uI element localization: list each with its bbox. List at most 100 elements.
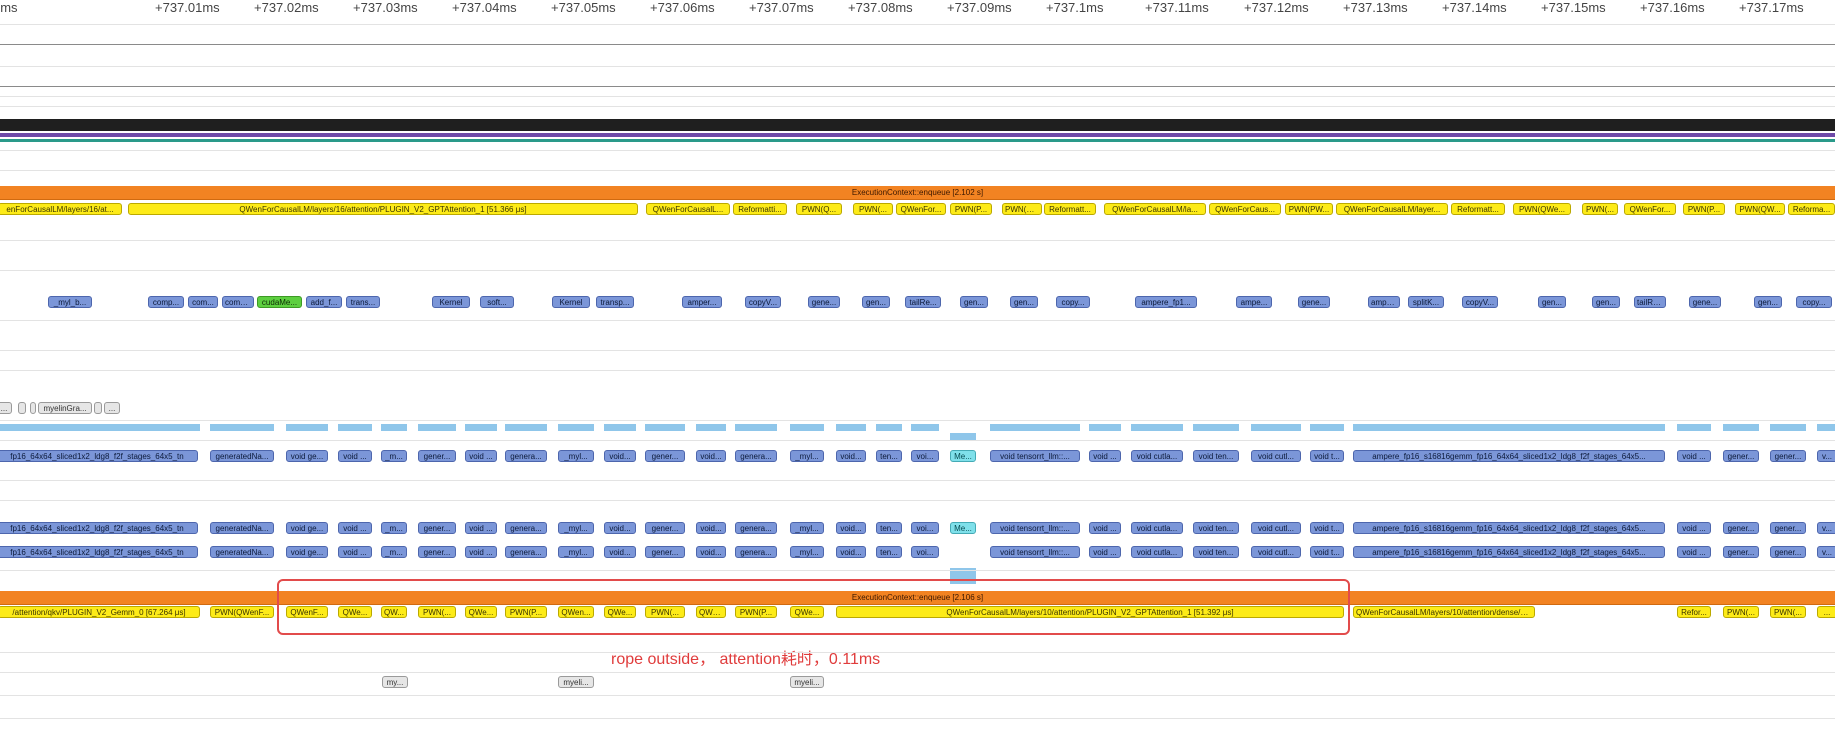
execution-context-enqueue-top[interactable]: ExecutionContext::enqueue [2.102 s]	[0, 186, 1835, 200]
row-plugin-bottom-event[interactable]: QWe...	[604, 606, 636, 618]
row-kernels-d-event[interactable]: void cutla...	[1131, 546, 1183, 558]
row-kernels-d-event[interactable]: _m...	[381, 546, 407, 558]
row-plugin-bottom-event[interactable]: QW...	[381, 606, 407, 618]
row-kernels-d-event[interactable]: void ...	[1677, 546, 1711, 558]
row-plugin-top-event[interactable]: Reformatti...	[733, 203, 787, 215]
memcpy-block[interactable]	[418, 424, 456, 431]
row-kernels-a-event[interactable]: amper...	[682, 296, 722, 308]
row-plugin-top-event[interactable]: enForCausalLM/layers/16/at...	[0, 203, 122, 215]
row-kernels-d-event[interactable]: void ge...	[286, 546, 328, 558]
row-kernels-c-event[interactable]: gener...	[1770, 522, 1806, 534]
row-plugin-bottom-event[interactable]: /attention/qkv/PLUGIN_V2_Gemm_0 [67.264 …	[0, 606, 200, 618]
row-kernels-c-event[interactable]: genera...	[505, 522, 547, 534]
row-kernels-a-event[interactable]: gene...	[1689, 296, 1721, 308]
row-kernels-d-event[interactable]: void...	[836, 546, 866, 558]
memcpy-block[interactable]	[950, 433, 976, 440]
row-kernels-a-event[interactable]: trans...	[346, 296, 380, 308]
row-plugin-top-event[interactable]: PWN(Q...	[796, 203, 842, 215]
row-kernels-b-event[interactable]: void...	[836, 450, 866, 462]
row-kernels-b-event[interactable]: generatedNa...	[210, 450, 274, 462]
row-kernels-a-event[interactable]: tailRe...	[905, 296, 941, 308]
row-kernels-c-event[interactable]: genera...	[735, 522, 777, 534]
row-plugin-top-event[interactable]: PWN(P...	[1683, 203, 1725, 215]
row-kernels-a-event[interactable]: copy...	[1796, 296, 1832, 308]
row-plugin-top-event[interactable]: Reforma...	[1788, 203, 1835, 215]
row-kernels-a-event[interactable]: gen...	[862, 296, 890, 308]
row-kernels-c-event[interactable]: gener...	[1723, 522, 1759, 534]
row-kernels-a-event[interactable]: ampere_fp1...	[1135, 296, 1197, 308]
row-plugin-top-event[interactable]: Reformatt...	[1451, 203, 1505, 215]
memcpy-block[interactable]	[1677, 424, 1711, 431]
row-kernels-b-event[interactable]: _myl...	[558, 450, 594, 462]
row-plugin-top-event[interactable]: PWN(QWe...	[1513, 203, 1571, 215]
row-plugin-bottom-event[interactable]: PWN(...	[645, 606, 685, 618]
row-kernels-d-event[interactable]: generatedNa...	[210, 546, 274, 558]
memcpy-block[interactable]	[735, 424, 777, 431]
row-plugin-top-event[interactable]: PWN(QW...	[1735, 203, 1785, 215]
row-kernels-c-event[interactable]: _m...	[381, 522, 407, 534]
row-kernels-c-event[interactable]: void ge...	[286, 522, 328, 534]
row-kernels-d-event[interactable]: ampere_fp16_s16816gemm_fp16_64x64_sliced…	[1353, 546, 1665, 558]
row-kernels-d-event[interactable]: _myl...	[790, 546, 824, 558]
row-plugin-bottom-event[interactable]: PWN(...	[1723, 606, 1759, 618]
memcpy-block[interactable]	[876, 424, 902, 431]
memcpy-block[interactable]	[465, 424, 497, 431]
row-kernels-b-event[interactable]: gener...	[1723, 450, 1759, 462]
row-kernels-c-event[interactable]: voi...	[911, 522, 939, 534]
row-kernels-c-event[interactable]: void ...	[1089, 522, 1121, 534]
row-kernels-b-event[interactable]: void ...	[1089, 450, 1121, 462]
memcpy-block[interactable]	[1310, 424, 1344, 431]
memcpy-block[interactable]	[1193, 424, 1239, 431]
row-plugin-bottom-event[interactable]: PWN(...	[418, 606, 456, 618]
row-kernels-c-event[interactable]: void t...	[1310, 522, 1344, 534]
row-kernels-c-event[interactable]: void...	[696, 522, 726, 534]
memcpy-block[interactable]	[338, 424, 372, 431]
row-kernels-b-event[interactable]: voi...	[911, 450, 939, 462]
row-kernels-a-event[interactable]: comp...	[148, 296, 184, 308]
row-kernels-b-event[interactable]: void...	[696, 450, 726, 462]
row-kernels-b-event[interactable]: void ge...	[286, 450, 328, 462]
row-kernels-b-event[interactable]: void t...	[1310, 450, 1344, 462]
row-kernels-a-event[interactable]: Kernel	[432, 296, 470, 308]
memcpy-block[interactable]	[381, 424, 407, 431]
memcpy-block[interactable]	[0, 424, 200, 431]
row-kernels-b-event[interactable]: void...	[604, 450, 636, 462]
row-kernels-d-event[interactable]: _myl...	[558, 546, 594, 558]
row-kernels-c-event[interactable]: _myl...	[790, 522, 824, 534]
memcpy-block[interactable]	[1723, 424, 1759, 431]
row-kernels-a-event[interactable]: gen...	[1010, 296, 1038, 308]
row-kernels-c-event[interactable]: void tensorrt_llm::...	[990, 522, 1080, 534]
row-kernels-c-event[interactable]: void...	[836, 522, 866, 534]
row-kernels-b-event[interactable]: void cutl...	[1251, 450, 1301, 462]
row-kernels-a-event[interactable]: tailRe...	[1634, 296, 1666, 308]
memcpy-block[interactable]	[1817, 424, 1835, 431]
row-plugin-bottom-event[interactable]: ...	[1817, 606, 1835, 618]
row-plugin-top-event[interactable]: QWenForCaus...	[1209, 203, 1281, 215]
row-myelin-event[interactable]	[94, 402, 102, 414]
memcpy-block[interactable]	[1131, 424, 1183, 431]
row-kernels-d-event[interactable]: ten...	[876, 546, 902, 558]
row-kernels-c-event[interactable]: generatedNa...	[210, 522, 274, 534]
row-kernels-a-event[interactable]: copyV...	[745, 296, 781, 308]
row-myelin-bottom-event[interactable]: myeli...	[558, 676, 594, 688]
row-plugin-bottom-event[interactable]: Refor...	[1677, 606, 1711, 618]
row-kernels-a-event[interactable]: transp...	[596, 296, 634, 308]
row-kernels-a-event[interactable]: comp...	[222, 296, 254, 308]
row-plugin-bottom-event[interactable]: QWe...	[790, 606, 824, 618]
row-kernels-d-event[interactable]: void...	[604, 546, 636, 558]
row-kernels-c-event[interactable]: void cutla...	[1131, 522, 1183, 534]
row-plugin-top-event[interactable]: PWN(...	[1582, 203, 1618, 215]
memcpy-block[interactable]	[210, 424, 274, 431]
row-kernels-b-event[interactable]: void ...	[1677, 450, 1711, 462]
row-kernels-b-event[interactable]: genera...	[735, 450, 777, 462]
memcpy-block[interactable]	[558, 424, 594, 431]
memcpy-block[interactable]	[696, 424, 726, 431]
row-kernels-a-event[interactable]: copyV...	[1462, 296, 1498, 308]
row-kernels-b-event[interactable]: Me...	[950, 450, 976, 462]
row-kernels-d-event[interactable]: void ten...	[1193, 546, 1239, 558]
row-plugin-bottom-event[interactable]: QWenForCausalLM/layers/10/attention/dens…	[1353, 606, 1535, 618]
row-kernels-a-event[interactable]: gen...	[960, 296, 988, 308]
memcpy-block[interactable]	[505, 424, 547, 431]
memcpy-block[interactable]	[1770, 424, 1806, 431]
